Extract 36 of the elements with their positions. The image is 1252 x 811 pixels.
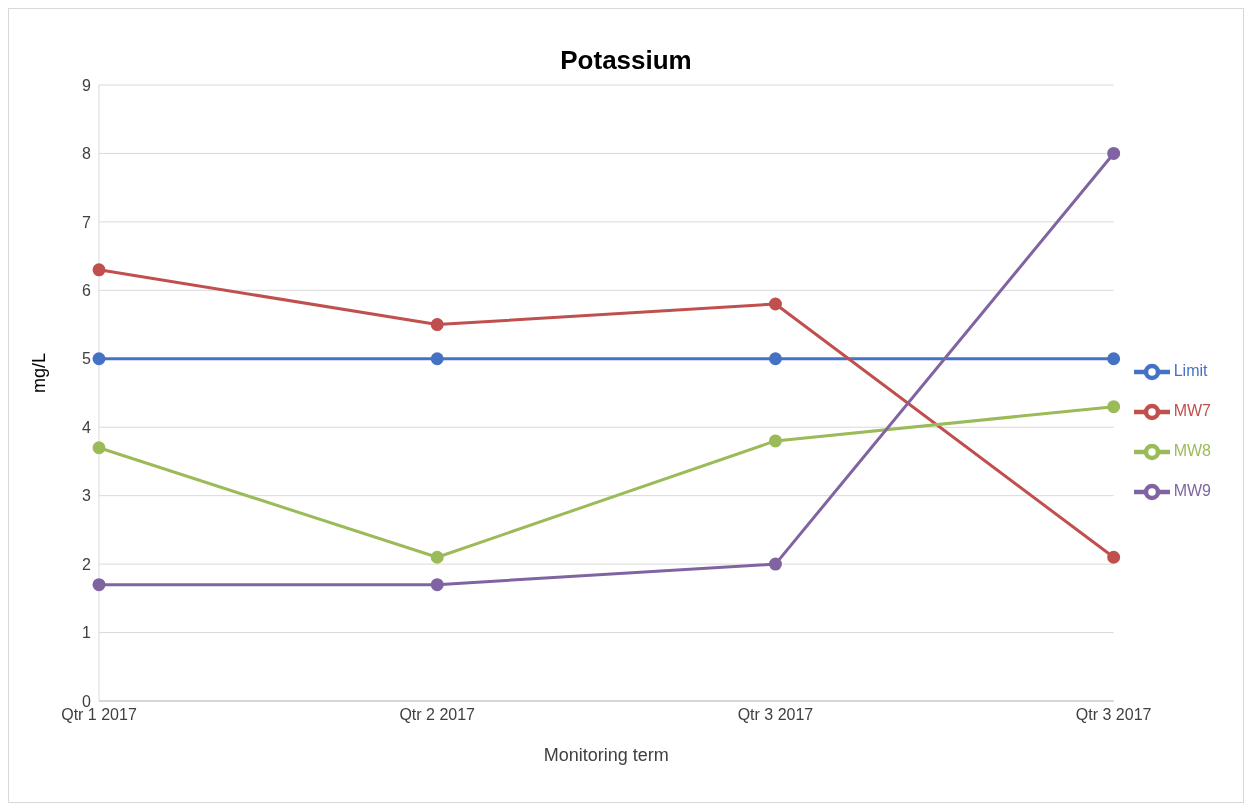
- legend-label: MW8: [1173, 442, 1211, 459]
- point: [92, 352, 106, 366]
- x-tick-label: Qtr 2 2017: [399, 706, 476, 724]
- point: [768, 557, 782, 571]
- point: [1107, 146, 1121, 160]
- point: [430, 578, 444, 592]
- point: [430, 318, 444, 332]
- point: [768, 434, 782, 448]
- y-tick-label: 3: [82, 487, 92, 505]
- x-tick-label: Qtr 3 2017: [737, 706, 814, 724]
- y-tick-label: 6: [82, 282, 92, 300]
- y-tick-label: 9: [82, 76, 92, 94]
- y-tick-label: 1: [82, 624, 92, 642]
- point: [1107, 352, 1121, 366]
- point: [768, 297, 782, 311]
- y-tick-label: 8: [82, 145, 92, 163]
- chart-title: Potassium: [559, 44, 693, 75]
- point: [430, 352, 444, 366]
- legend-label: MW7: [1173, 402, 1211, 419]
- x-axis-title: Monitoring term: [543, 745, 669, 765]
- point: [1107, 400, 1121, 414]
- y-tick-label: 4: [82, 418, 92, 436]
- point: [430, 550, 444, 564]
- y-tick-label: 7: [82, 213, 92, 231]
- y-tick-label: 2: [82, 555, 92, 573]
- y-axis-title: mg/L: [29, 352, 50, 393]
- point: [768, 352, 782, 366]
- x-tick-label: Qtr 3 2017: [1075, 706, 1152, 724]
- point: [1107, 550, 1121, 564]
- point: [92, 441, 106, 455]
- point: [92, 263, 106, 277]
- y-tick-label: 5: [82, 350, 92, 368]
- x-tick-label: Qtr 1 2017: [61, 706, 137, 724]
- legend-label: Limit: [1173, 362, 1208, 379]
- legend-label: MW9: [1173, 482, 1211, 499]
- point: [92, 578, 106, 592]
